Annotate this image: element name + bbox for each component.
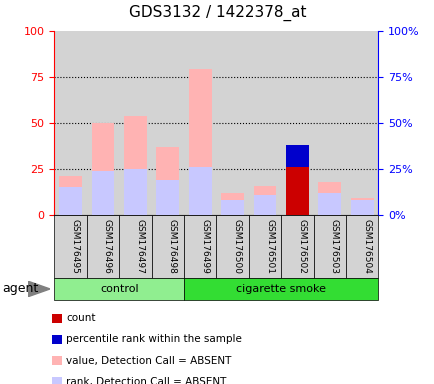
Text: GSM176498: GSM176498 bbox=[168, 219, 176, 274]
Text: rank, Detection Call = ABSENT: rank, Detection Call = ABSENT bbox=[66, 377, 226, 384]
Text: GSM176500: GSM176500 bbox=[232, 219, 241, 274]
Bar bbox=[313, 31, 345, 215]
Text: GSM176503: GSM176503 bbox=[329, 219, 338, 274]
Bar bbox=[124, 169, 146, 215]
Bar bbox=[59, 187, 82, 215]
Text: cigarette smoke: cigarette smoke bbox=[236, 284, 326, 294]
Bar bbox=[156, 147, 179, 215]
Bar bbox=[184, 31, 216, 215]
Text: GSM176495: GSM176495 bbox=[70, 219, 79, 274]
Bar bbox=[124, 116, 146, 215]
Bar bbox=[286, 167, 308, 215]
Bar bbox=[318, 193, 340, 215]
Text: agent: agent bbox=[2, 283, 38, 295]
Text: GSM176497: GSM176497 bbox=[135, 219, 144, 274]
Bar bbox=[119, 31, 151, 215]
Bar bbox=[253, 185, 276, 215]
Bar bbox=[188, 167, 211, 215]
Bar bbox=[350, 199, 373, 215]
Text: GSM176501: GSM176501 bbox=[264, 219, 273, 274]
Bar bbox=[253, 195, 276, 215]
Text: GDS3132 / 1422378_at: GDS3132 / 1422378_at bbox=[128, 5, 306, 21]
Bar bbox=[248, 31, 280, 215]
Bar bbox=[92, 123, 114, 215]
Bar bbox=[92, 171, 114, 215]
Bar bbox=[156, 180, 179, 215]
Bar bbox=[188, 70, 211, 215]
Text: value, Detection Call = ABSENT: value, Detection Call = ABSENT bbox=[66, 356, 231, 366]
Bar bbox=[216, 31, 248, 215]
Bar bbox=[281, 31, 313, 215]
Text: control: control bbox=[100, 284, 138, 294]
Bar bbox=[221, 200, 243, 215]
Text: GSM176504: GSM176504 bbox=[362, 219, 370, 274]
Bar bbox=[151, 31, 184, 215]
Bar bbox=[345, 31, 378, 215]
Bar bbox=[318, 182, 340, 215]
Bar bbox=[350, 200, 373, 215]
Bar bbox=[59, 176, 82, 215]
Bar bbox=[286, 145, 308, 167]
Bar bbox=[87, 31, 119, 215]
Text: GSM176499: GSM176499 bbox=[200, 219, 209, 274]
Bar bbox=[221, 193, 243, 215]
Polygon shape bbox=[28, 281, 50, 296]
Bar bbox=[54, 31, 86, 215]
Text: GSM176496: GSM176496 bbox=[103, 219, 112, 274]
Text: count: count bbox=[66, 313, 95, 323]
Text: percentile rank within the sample: percentile rank within the sample bbox=[66, 334, 241, 344]
Text: GSM176502: GSM176502 bbox=[297, 219, 306, 274]
